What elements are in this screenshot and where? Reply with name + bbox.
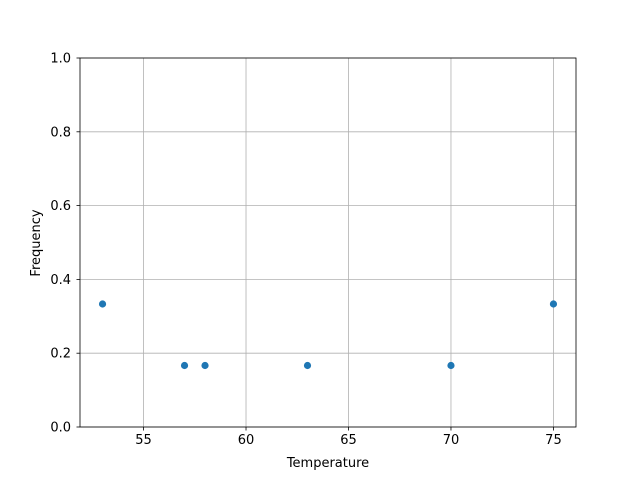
ticks: 55 60 65 70 75 0.0 0.2 0.4 0.6 0.8 1.0 <box>50 52 561 449</box>
y-axis-label: Frequency <box>29 209 44 276</box>
data-point <box>98 300 107 308</box>
x-tick-label: 70 <box>443 433 460 448</box>
x-tick-label: 75 <box>545 433 562 448</box>
data-point <box>180 361 189 370</box>
x-tick-label: 55 <box>135 433 152 448</box>
y-tick-label: 1.0 <box>50 52 71 67</box>
x-axis-label: Temperature <box>286 456 369 471</box>
data-point <box>447 361 455 370</box>
y-tick-label: 0.6 <box>50 199 71 214</box>
y-tick-label: 0.8 <box>50 125 71 140</box>
y-tick-label: 0.2 <box>50 347 71 362</box>
data-point <box>549 300 558 308</box>
data-points <box>98 300 558 370</box>
y-tick-label: 0.4 <box>50 273 71 288</box>
x-tick-label: 60 <box>238 433 255 448</box>
data-point <box>303 361 312 370</box>
x-tick-label: 65 <box>340 433 357 448</box>
data-point <box>201 361 209 370</box>
axes-frame <box>79 57 577 428</box>
grid <box>80 57 576 428</box>
y-tick-label: 0.0 <box>50 421 71 436</box>
